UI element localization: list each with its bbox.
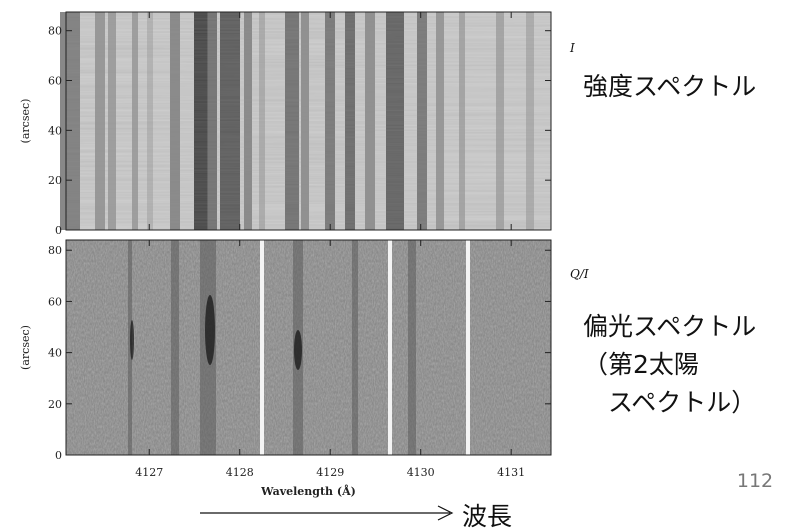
caption: スペクトル） (583, 388, 756, 417)
y-axis-label: (arcsec) (19, 325, 32, 370)
stokes-label: Q/I (570, 267, 589, 281)
stokes-label: I (569, 41, 575, 55)
y-tick-label: 80 (48, 25, 62, 38)
signal (205, 295, 215, 365)
x-tick-label: 4129 (316, 466, 344, 479)
x-tick-label: 4130 (407, 466, 435, 479)
white-line (260, 240, 264, 455)
signal (294, 330, 302, 370)
y-tick-label: 40 (48, 124, 62, 137)
y-tick-label: 20 (48, 398, 62, 411)
dark-line (128, 240, 132, 455)
frame (65, 11, 552, 231)
dark-line (408, 240, 416, 455)
caption: 偏光スペクトル (583, 312, 756, 341)
y-tick-label: 40 (48, 347, 62, 360)
caption: 強度スペクトル (583, 72, 756, 101)
white-line (466, 240, 470, 455)
x-tick-label: 4127 (135, 466, 163, 479)
signal (130, 320, 134, 360)
x-tick-label: 4128 (226, 466, 254, 479)
image-noise (66, 12, 551, 230)
spectrum-image (66, 240, 551, 455)
y-tick-label: 20 (48, 174, 62, 187)
arrow-label: 波長 (462, 502, 512, 531)
dark-line (352, 240, 358, 455)
y-tick-label: 60 (48, 75, 62, 88)
frame (65, 239, 552, 456)
x-tick-label: 4131 (497, 466, 525, 479)
y-tick-label: 0 (55, 449, 62, 462)
spectrum-image (60, 12, 551, 230)
dark-line (171, 240, 179, 455)
page-number: 112 (737, 470, 773, 492)
white-line (388, 240, 392, 455)
image-noise (66, 240, 551, 455)
y-tick-label: 80 (48, 244, 62, 257)
y-tick-label: 0 (55, 224, 62, 237)
x-axis-label: Wavelength (Å) (260, 484, 356, 498)
arrow-head (437, 505, 454, 521)
caption: （第2太陽 (583, 350, 699, 379)
y-tick-label: 60 (48, 295, 62, 308)
y-axis-label: (arcsec) (19, 99, 32, 144)
